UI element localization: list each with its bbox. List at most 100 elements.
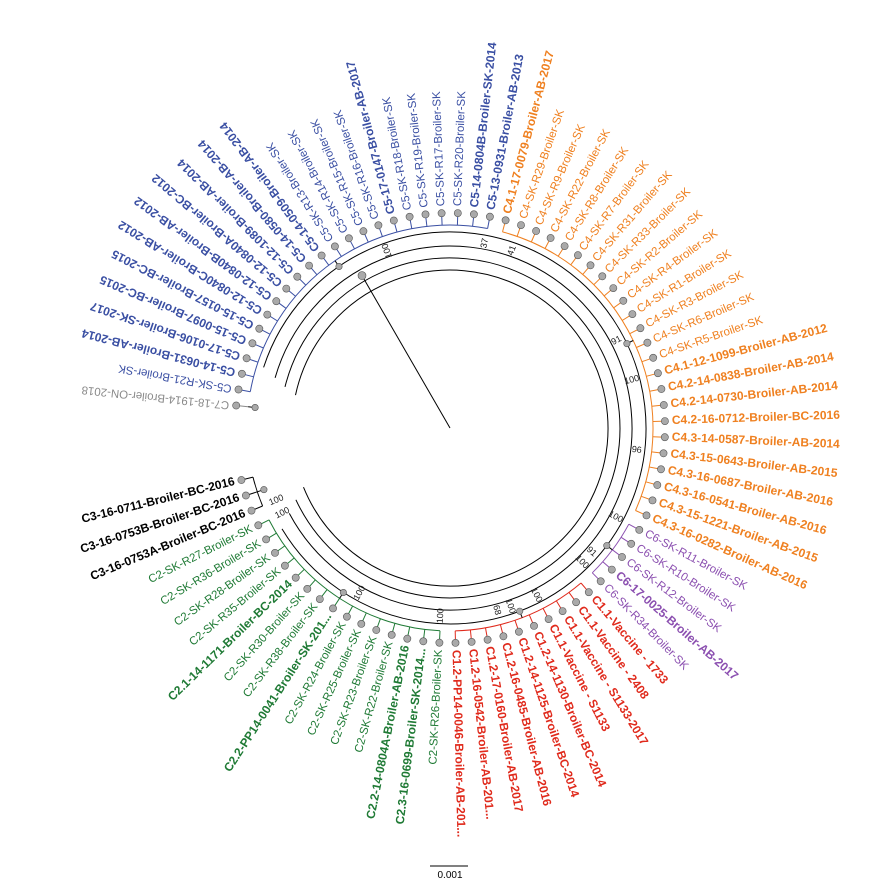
- tip-node: [271, 549, 279, 557]
- tip-node: [649, 353, 658, 362]
- tip-node: [515, 627, 523, 636]
- tip-node: [282, 284, 291, 293]
- support-value: 100: [380, 242, 394, 259]
- tip-node: [609, 284, 618, 292]
- tip-node: [574, 251, 582, 260]
- backbone-arc: [295, 269, 609, 587]
- tip-label: C2-SK-R26-Broiler-SK: [427, 649, 445, 765]
- tip-label: C5-SK-R17-Broiler-SK: [431, 91, 447, 207]
- tip-node: [501, 216, 510, 225]
- tip-label: C4.3-14-0587-Broiler-AB-2014: [672, 430, 841, 451]
- tip-node: [596, 577, 605, 586]
- tip-node: [619, 296, 628, 305]
- support-value: 100: [267, 492, 285, 507]
- tip-node: [544, 615, 553, 623]
- tip-node: [357, 620, 366, 628]
- tip-node: [330, 242, 339, 251]
- tip-node: [483, 635, 492, 644]
- tip-node: [303, 585, 312, 593]
- tip-node: [643, 338, 652, 347]
- clade-node: [516, 607, 524, 615]
- tip-node: [657, 465, 665, 474]
- tip-node: [247, 506, 256, 515]
- tip-node: [374, 221, 383, 230]
- tip-node: [584, 588, 593, 597]
- tip-node: [627, 539, 636, 548]
- tip-node: [344, 234, 353, 243]
- tree-nodes: [232, 209, 669, 647]
- tip-node: [242, 354, 251, 363]
- tip-node: [660, 433, 669, 442]
- tip-node: [305, 261, 313, 270]
- tip-node: [607, 565, 616, 574]
- backbone-arc: [263, 231, 647, 625]
- tip-node: [254, 521, 263, 530]
- tip-node: [586, 261, 595, 270]
- support-value: 96: [631, 444, 642, 455]
- tip-node: [405, 212, 414, 221]
- tip-node: [237, 476, 246, 484]
- tip-node: [389, 216, 398, 225]
- tip-node: [435, 638, 444, 647]
- tip-node: [315, 595, 324, 603]
- tip-node: [387, 631, 396, 639]
- tip-labels: C7-18-1914-Broiler-ON-2018C5-SK-R21-Broi…: [78, 41, 840, 837]
- clade-arc: [455, 582, 582, 632]
- tip-node: [248, 339, 257, 348]
- tip-node: [372, 626, 381, 634]
- support-value: 100: [504, 597, 518, 614]
- tip-node: [293, 272, 302, 281]
- tip-node: [659, 401, 668, 409]
- tip-node: [598, 272, 607, 281]
- tip-label: C1.2-PP14-0046-Broiler-AB-201...: [450, 650, 469, 838]
- clade-node: [339, 588, 347, 596]
- support-value: 68: [491, 604, 503, 616]
- tip-node: [485, 212, 494, 221]
- clade-node: [623, 340, 631, 348]
- tip-label: C5-SK-R20-Broiler-SK: [452, 91, 468, 207]
- tip-node: [636, 324, 645, 333]
- tip-node: [437, 209, 446, 218]
- tip-node: [517, 221, 525, 229]
- tip-node: [421, 210, 430, 219]
- tip-node: [272, 297, 281, 306]
- tip-node: [657, 385, 666, 393]
- backbone-arc: [274, 245, 633, 611]
- support-value: 91: [609, 333, 623, 347]
- support-value: 41: [505, 244, 518, 257]
- tip-node: [648, 496, 657, 505]
- tip-node: [403, 634, 412, 643]
- tip-node: [234, 385, 243, 394]
- tip-node: [453, 209, 462, 217]
- tip-node: [280, 561, 289, 570]
- tip-node: [467, 638, 476, 646]
- backbone-arc: [284, 257, 621, 599]
- tip-node: [317, 251, 326, 260]
- scale-bar: 0.001: [430, 865, 468, 881]
- tip-node: [469, 210, 478, 219]
- tip-node: [359, 227, 368, 236]
- tip-node: [560, 242, 569, 250]
- tip-node: [654, 369, 662, 378]
- tip-node: [572, 598, 580, 607]
- support-value: 100: [623, 373, 640, 387]
- support-value: 100: [435, 608, 446, 624]
- clade-node: [603, 542, 611, 550]
- tip-node: [546, 234, 555, 242]
- tip-node: [342, 612, 351, 621]
- tip-node: [329, 604, 337, 613]
- support-value: 100: [351, 584, 367, 602]
- root-node: [357, 271, 367, 280]
- tip-node: [262, 535, 270, 544]
- tip-node: [291, 573, 300, 582]
- support-value: 37: [478, 237, 490, 249]
- tip-node: [659, 449, 668, 458]
- tip-node: [232, 401, 241, 410]
- tip-node: [532, 227, 540, 235]
- clade-node: [251, 403, 259, 411]
- tip-node: [628, 310, 637, 318]
- tip-node: [618, 553, 626, 561]
- tip-node: [653, 481, 662, 489]
